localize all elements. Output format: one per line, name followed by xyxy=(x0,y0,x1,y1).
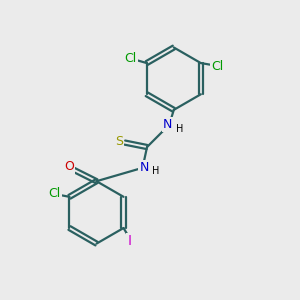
Text: Cl: Cl xyxy=(124,52,136,65)
Text: H: H xyxy=(152,166,160,176)
Text: H: H xyxy=(176,124,183,134)
Text: N: N xyxy=(140,161,149,174)
Text: S: S xyxy=(115,135,123,148)
Text: Cl: Cl xyxy=(49,187,61,200)
Text: Cl: Cl xyxy=(211,59,223,73)
Text: N: N xyxy=(163,118,172,131)
Text: I: I xyxy=(128,234,131,248)
Text: O: O xyxy=(64,160,74,173)
